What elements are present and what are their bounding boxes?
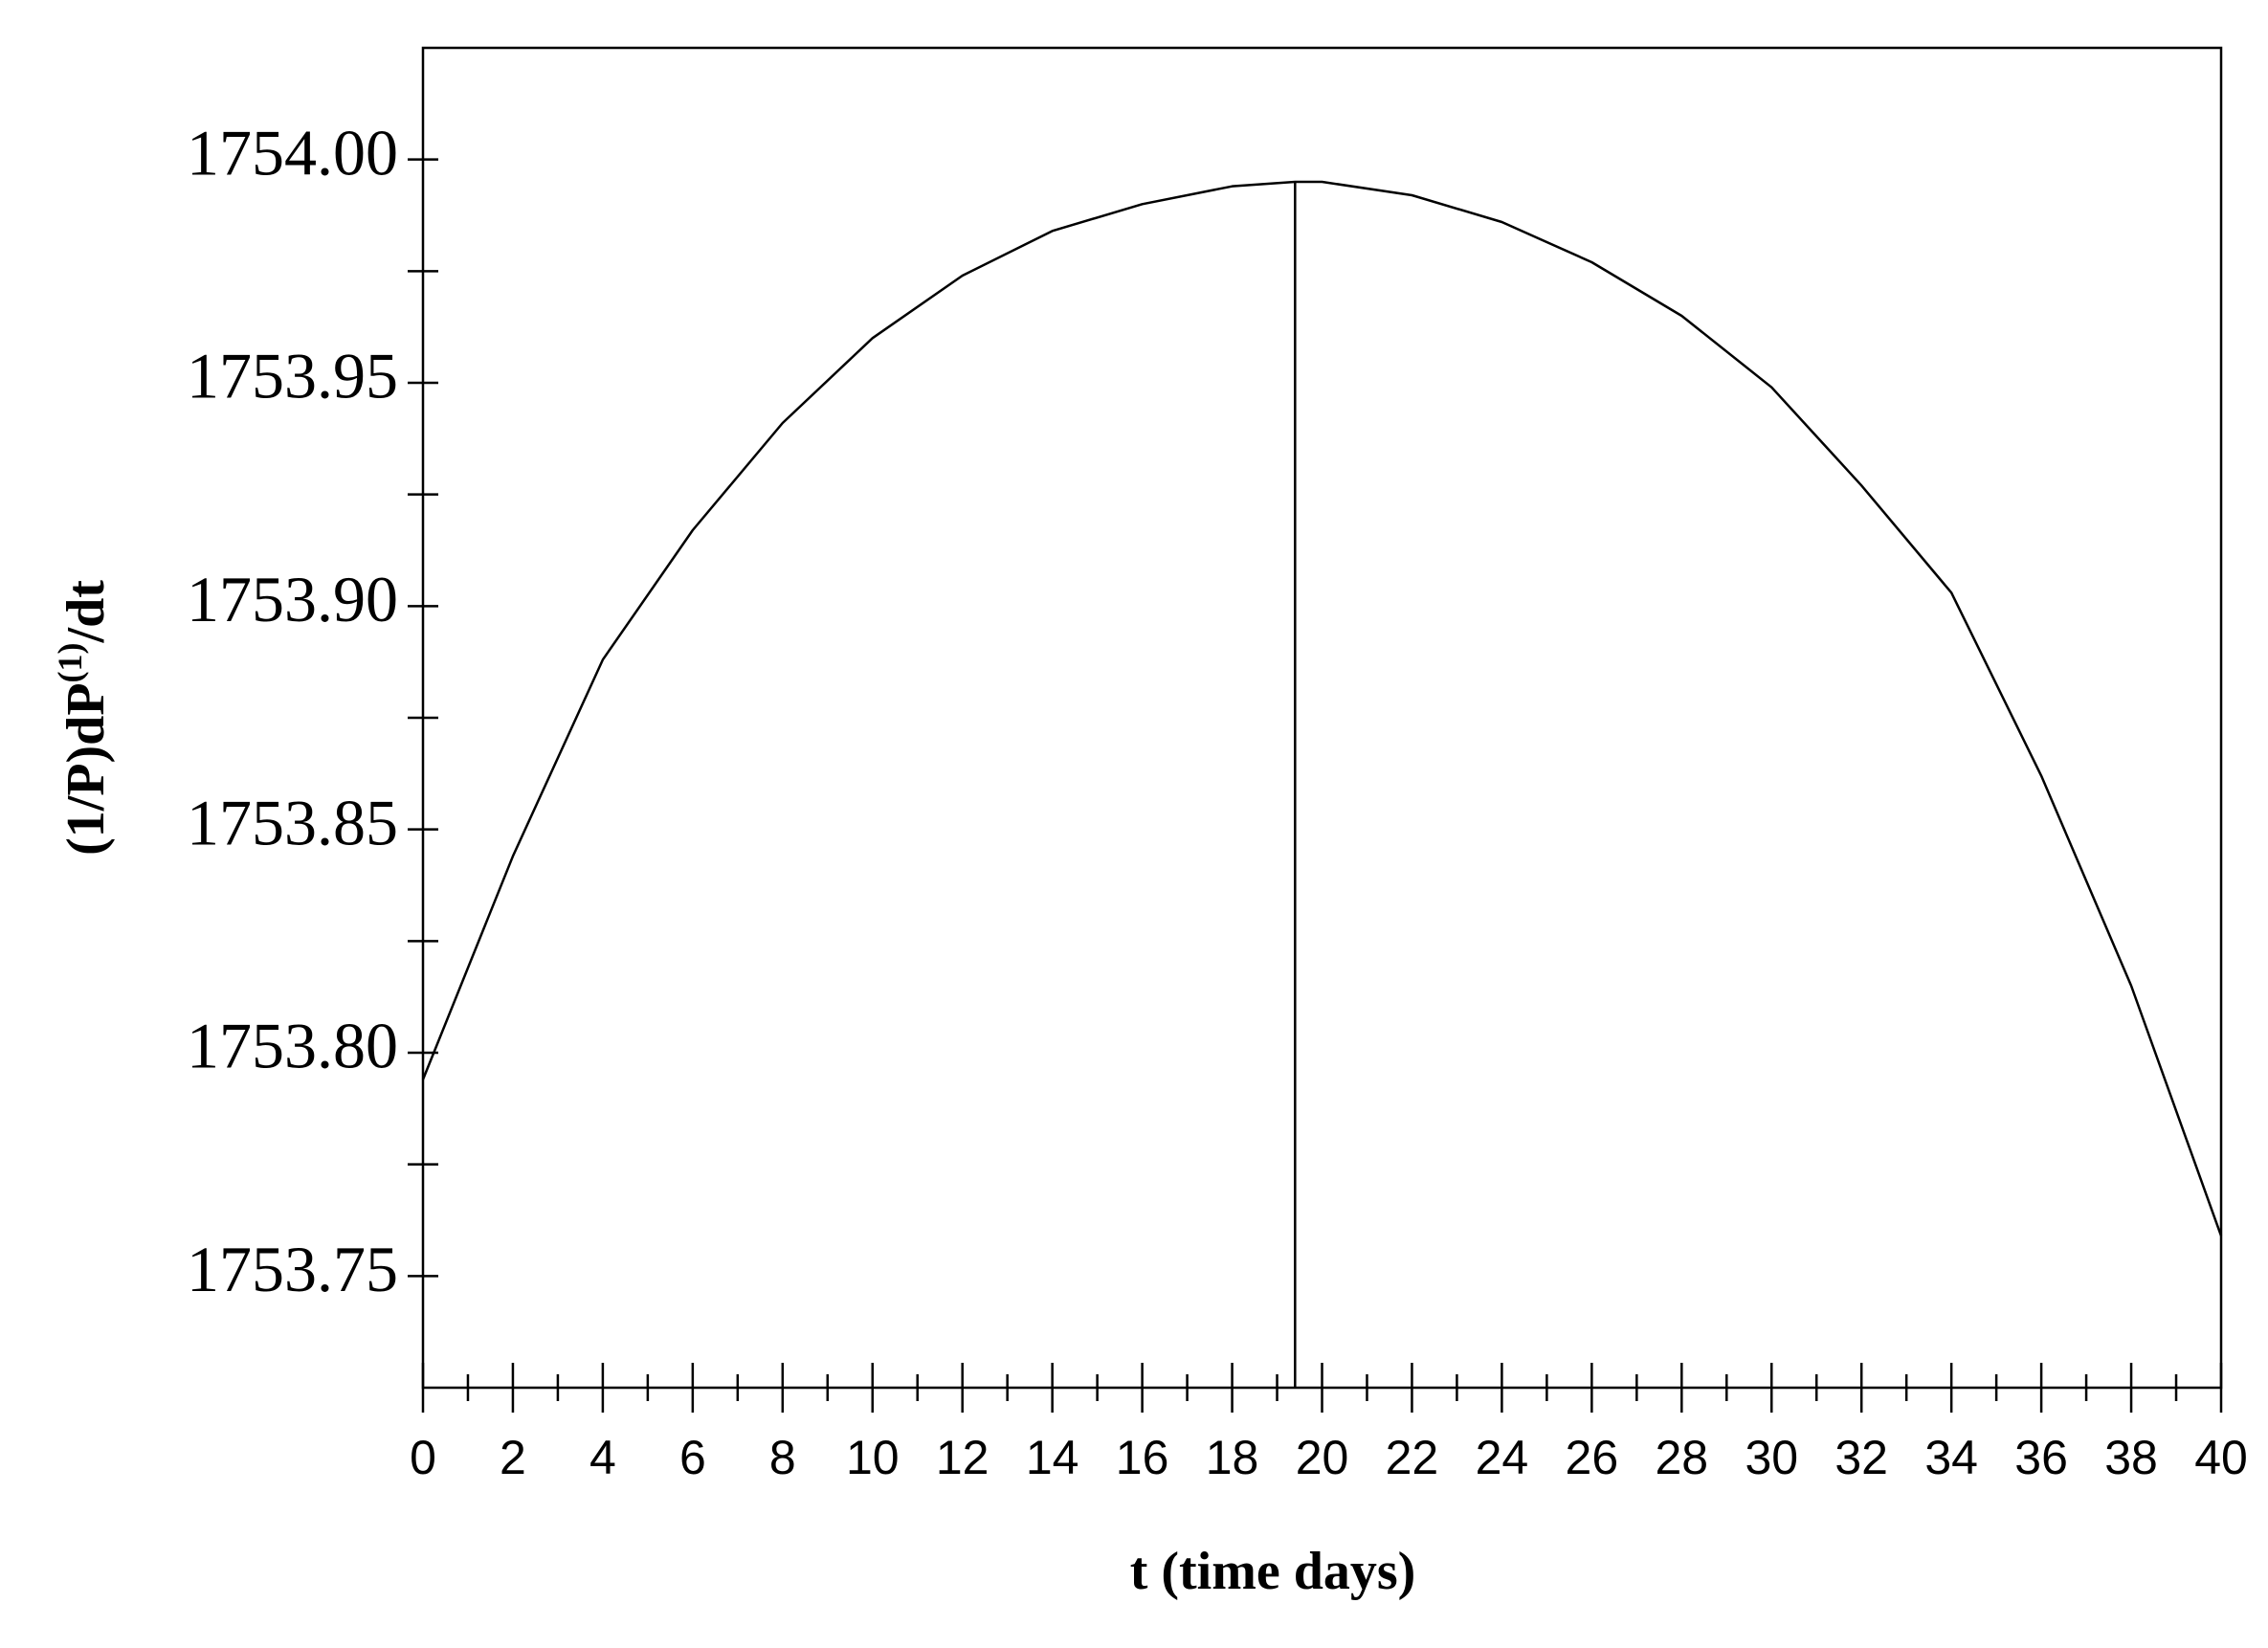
x-tick-label: 34 <box>1924 1431 1978 1484</box>
y-tick-label: 1753.80 <box>187 1010 398 1082</box>
y-tick-label: 1753.90 <box>187 563 398 635</box>
y-tick-label: 1753.85 <box>187 786 398 858</box>
y-tick-label: 1753.95 <box>187 340 398 412</box>
x-tick-label: 32 <box>1834 1431 1888 1484</box>
x-tick-label: 38 <box>2104 1431 2158 1484</box>
x-tick-label: 28 <box>1655 1431 1708 1484</box>
plot-frame <box>421 46 2223 1390</box>
x-tick-label: 20 <box>1296 1431 1349 1484</box>
y-tick-label: 1754.00 <box>187 116 398 189</box>
x-tick-label: 4 <box>589 1431 616 1484</box>
x-tick-label: 16 <box>1116 1431 1169 1484</box>
x-tick-label: 24 <box>1476 1431 1529 1484</box>
x-tick-label: 22 <box>1386 1431 1439 1484</box>
x-tick-label: 40 <box>2194 1431 2248 1484</box>
y-axis-title-end: /dt <box>56 580 116 644</box>
x-tick-label: 8 <box>769 1431 796 1484</box>
x-tick-label: 10 <box>846 1431 900 1484</box>
x-tick-label: 30 <box>1745 1431 1798 1484</box>
x-tick-label: 14 <box>1026 1431 1079 1484</box>
x-tick-label: 2 <box>500 1431 526 1484</box>
data-line <box>421 180 2223 1236</box>
x-tick-label: 0 <box>410 1431 436 1484</box>
x-axis-title: t (time days) <box>1130 1542 1416 1601</box>
x-tick-label: 12 <box>936 1431 989 1484</box>
y-tick-label: 1753.75 <box>187 1233 398 1305</box>
x-tick-label: 6 <box>679 1431 706 1484</box>
y-axis-title-main: (1/P)dP <box>56 682 116 855</box>
y-axis-title-sup: (1) <box>51 642 89 682</box>
x-tick-label: 26 <box>1566 1431 1619 1484</box>
y-axis-title: (1/P)dP(1)/dt <box>51 580 116 856</box>
x-tick-label: 18 <box>1206 1431 1259 1484</box>
x-tick-label: 36 <box>2014 1431 2068 1484</box>
